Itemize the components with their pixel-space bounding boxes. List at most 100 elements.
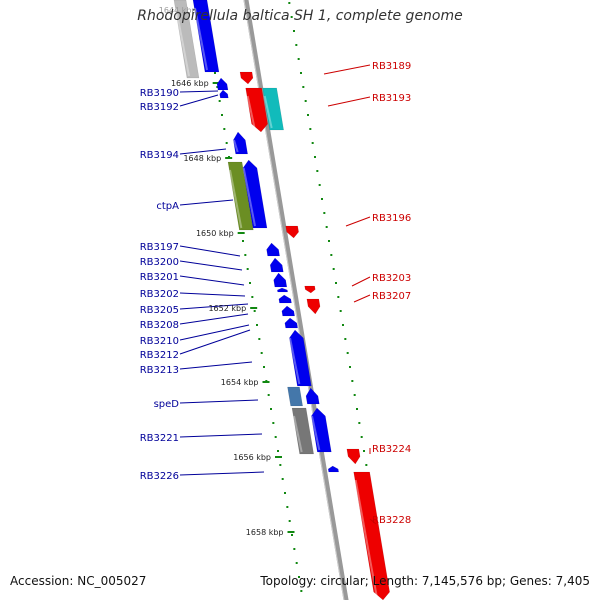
gene-label-left: RB3197 (140, 242, 179, 253)
outer-tick-lane-dot (337, 296, 340, 298)
gene-speD (287, 386, 303, 407)
leader-line (179, 324, 250, 341)
gene-rb3189 (239, 71, 254, 85)
leader-line (179, 199, 234, 206)
inner-tick-lane-dot (293, 548, 296, 550)
accession-text: Accession: NC_005027 (10, 574, 147, 588)
leader-line (179, 148, 227, 155)
leader-line (369, 518, 377, 525)
outer-tick-lane-dot (353, 394, 356, 396)
gene-top-blue (192, 0, 220, 73)
gene-rb3194 (233, 131, 248, 155)
inner-tick-lane-dot (300, 590, 303, 592)
outer-tick-lane-dot (320, 198, 323, 200)
gene-label-left: RB3200 (140, 257, 179, 268)
outer-tick-lane-dot (327, 240, 330, 242)
outer-tick-lane-dot (325, 226, 328, 228)
leader-line (351, 276, 371, 287)
gene-label-left: RB3194 (140, 150, 179, 161)
leader-line (353, 294, 371, 303)
inner-tick-lane-dot (272, 422, 275, 424)
outer-tick-lane-dot (306, 114, 309, 116)
outer-tick-lane-dot (318, 184, 321, 186)
outer-tick-lane-dot (346, 352, 349, 354)
outer-tick-lane-dot (292, 30, 295, 32)
outer-tick-lane-dot (299, 72, 302, 74)
outer-tick-lane-dot (302, 86, 305, 88)
leader-line (179, 471, 265, 476)
gene-label-left: speD (154, 399, 180, 410)
outer-tick-lane-dot (323, 212, 326, 214)
leader-line (179, 90, 219, 93)
gene-top-blue-shine (194, 7, 208, 71)
gene-label-right: RB3207 (372, 291, 411, 302)
leader-line (345, 216, 371, 227)
inner-tick-lane-dot (288, 520, 291, 522)
kbp-label: 1652 kbp (208, 304, 246, 313)
gene-rb3203 (304, 285, 316, 294)
inner-tick-lane-dot (284, 492, 287, 494)
outer-tick-lane-dot (309, 128, 312, 130)
kbp-label: 1644 kbp (159, 6, 197, 15)
leader-line (179, 260, 243, 271)
gene-rb3226 (327, 465, 339, 473)
gene-label-left: RB3190 (140, 88, 179, 99)
gene-label-right: RB3228 (372, 515, 411, 526)
gene-cyan-shine (263, 95, 273, 129)
gene-rb3221-gray-shine (293, 415, 303, 453)
gene-label-left: RB3205 (140, 305, 179, 316)
gene-speD-partner (305, 387, 320, 405)
outer-tick-lane-dot (342, 324, 345, 326)
gene-label-left: RB3221 (140, 433, 179, 444)
gene-label-left: RB3192 (140, 102, 179, 113)
kbp-label: 1648 kbp (183, 154, 221, 163)
gene-rb3228 (353, 471, 390, 601)
outer-tick-lane-dot (313, 156, 316, 158)
inner-tick-lane-dot (291, 534, 294, 536)
inner-tick-lane-dot (220, 114, 223, 116)
kbp-label: 1656 kbp (233, 453, 271, 462)
outer-tick-lane-dot (356, 408, 359, 410)
leader-line (179, 361, 253, 370)
outer-tick-lane-dot (358, 422, 361, 424)
map-title: Rhodopirellula baltica SH 1, complete ge… (137, 8, 463, 24)
inner-tick-lane-dot (298, 576, 301, 578)
gene-cyan (262, 87, 284, 131)
kbp-label: 1650 kbp (196, 229, 234, 238)
gene-ctpA-partner (242, 159, 268, 229)
gene-ctpA-partner-shine (242, 167, 256, 227)
leader-line (323, 64, 371, 75)
gene-rb3213-shine (289, 337, 301, 385)
gene-rb3197 (266, 242, 280, 257)
gene-label-left: RB3226 (140, 471, 179, 482)
outer-tick-lane-dot (349, 366, 352, 368)
outer-tick-lane-dot (295, 44, 298, 46)
gene-rb3205 (278, 294, 292, 304)
gene-ctpA-shine (229, 169, 243, 229)
gene-rb3221-gray (291, 407, 314, 455)
outer-tick-lane-dot (330, 254, 333, 256)
leader-line (327, 96, 371, 107)
gene-rb3193 (245, 87, 268, 133)
gene-features (173, 0, 390, 601)
inner-tick-lane-dot (267, 394, 270, 396)
inner-tick-lane-dot (258, 338, 261, 340)
inner-tick-lane-dot (225, 142, 228, 144)
gene-label-right: RB3189 (372, 61, 411, 72)
gene-rb3224 (346, 448, 361, 465)
gene-label-left: RB3213 (140, 365, 179, 376)
leader-line (179, 399, 259, 404)
inner-tick-lane-dot (256, 324, 259, 326)
outer-tick-lane-dot (290, 16, 293, 18)
inner-tick-lane-dot (274, 436, 277, 438)
gene-label-right: RB3193 (372, 93, 411, 104)
leader-line (179, 313, 249, 325)
topology-text: Topology: circular; Length: 7,145,576 bp… (260, 574, 590, 588)
leader-line (179, 245, 241, 257)
gene-rb3196 (285, 225, 299, 239)
leader-line (179, 329, 251, 355)
inner-tick-lane-dot (295, 562, 298, 564)
outer-tick-lane-dot (351, 380, 354, 382)
gene-rb3202 (277, 287, 288, 293)
inner-tick-lane-dot (281, 478, 284, 480)
